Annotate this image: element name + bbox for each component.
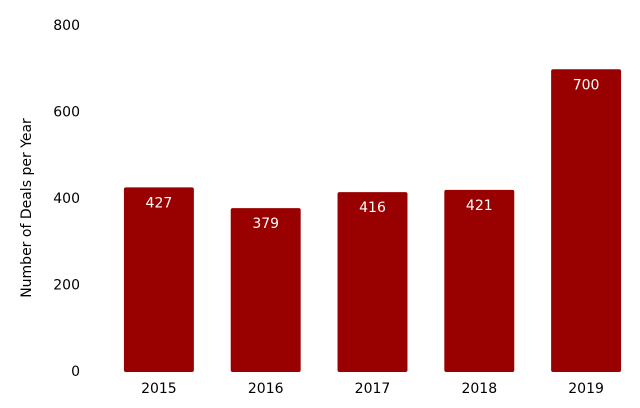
bar (551, 69, 622, 372)
y-axis-label: Number of Deals per Year (19, 118, 35, 298)
x-tick-label: 2015 (141, 381, 177, 397)
data-label: 416 (359, 200, 386, 216)
bar (337, 192, 408, 372)
x-tick-label: 2017 (355, 381, 391, 397)
x-tick-label: 2019 (568, 381, 604, 397)
y-tick-label: 0 (71, 364, 80, 380)
y-tick-label: 200 (53, 278, 80, 294)
data-label: 700 (573, 77, 600, 93)
x-tick-label: 2016 (248, 381, 284, 397)
y-tick-label: 600 (53, 105, 80, 121)
x-tick-label: 2018 (461, 381, 497, 397)
y-tick-label: 800 (53, 18, 80, 34)
bar (230, 208, 301, 372)
data-label: 379 (252, 216, 279, 232)
bar (444, 189, 515, 372)
bar (123, 187, 194, 372)
data-label: 427 (146, 195, 173, 211)
y-tick-label: 400 (53, 191, 80, 207)
data-label: 421 (466, 198, 493, 214)
